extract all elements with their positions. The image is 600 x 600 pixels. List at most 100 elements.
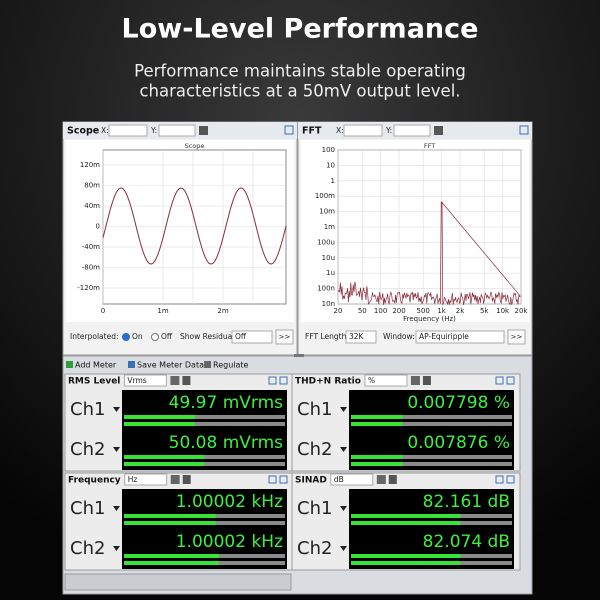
splitter: [294, 354, 304, 357]
y-tick-label: 120m: [80, 161, 100, 169]
select[interactable]: [345, 330, 377, 344]
radio[interactable]: [151, 333, 159, 341]
channel-label: Ch1: [297, 498, 332, 519]
meter-title: SINAD: [295, 476, 327, 486]
channel-label: Ch2: [297, 538, 332, 559]
bar-fill: [124, 514, 216, 518]
select-value: AP-Equiripple: [419, 332, 469, 341]
toolbar-button[interactable]: Add Meter: [75, 361, 117, 370]
radio[interactable]: [122, 333, 130, 341]
dropdown-arrow[interactable]: [113, 546, 120, 551]
x-label: X:: [101, 126, 109, 135]
meter-title: RMS Level: [68, 377, 120, 387]
select[interactable]: [231, 330, 273, 344]
reading: 1.00002 kHz: [176, 532, 283, 552]
icon[interactable]: [182, 475, 191, 484]
icon[interactable]: [495, 475, 504, 484]
icon[interactable]: [495, 376, 504, 385]
x-tick-label: 200: [392, 307, 405, 315]
icon[interactable]: [170, 376, 180, 385]
bar-fill: [351, 561, 461, 565]
dropdown-arrow[interactable]: [340, 506, 347, 511]
toolbar-icon: [128, 361, 135, 368]
y-tick-label: 0: [96, 223, 100, 231]
bar-track: [351, 422, 512, 426]
dropdown-arrow[interactable]: [113, 447, 120, 452]
icon[interactable]: [388, 475, 397, 484]
icon[interactable]: [434, 126, 443, 135]
x-tick-label: 5k: [480, 307, 489, 315]
y-tick-label: 1u: [326, 269, 335, 277]
bar-fill: [124, 554, 219, 558]
reading: 82.074 dB: [423, 532, 510, 552]
bar-fill: [124, 561, 219, 565]
select[interactable]: [364, 374, 408, 387]
bar-fill: [124, 415, 195, 419]
icon[interactable]: [284, 125, 294, 135]
icon[interactable]: [506, 376, 515, 385]
select[interactable]: [393, 124, 431, 137]
y-tick-label: 100: [322, 146, 335, 154]
toolbar-icon: [204, 361, 211, 368]
button[interactable]: [507, 329, 526, 345]
channel-label: Ch1: [70, 399, 105, 420]
y-tick-label: 100n: [317, 285, 335, 293]
select[interactable]: [123, 374, 167, 387]
icon[interactable]: [410, 376, 420, 385]
select[interactable]: [343, 124, 383, 137]
reading: 82.161 dB: [423, 492, 510, 512]
title: Low-Level Performance: [122, 14, 479, 45]
bar-fill: [351, 422, 403, 426]
icon[interactable]: [376, 475, 386, 484]
dropdown-arrow[interactable]: [340, 407, 347, 412]
channel-label: Ch2: [70, 439, 105, 460]
y-tick-label: 1m: [324, 223, 335, 231]
panel-title: FFT: [302, 126, 322, 137]
select[interactable]: [108, 124, 148, 137]
icon[interactable]: [268, 376, 277, 385]
select[interactable]: [124, 473, 168, 486]
meter-title: Frequency: [68, 476, 121, 486]
channel-label: Ch1: [70, 498, 105, 519]
x-tick-label: 20k: [515, 307, 529, 315]
y-tick-label: 40m: [84, 202, 100, 210]
toolbar-button[interactable]: Save Meter Data: [137, 361, 204, 370]
dropdown-arrow[interactable]: [340, 447, 347, 452]
icon[interactable]: [422, 376, 431, 385]
reading: 1.00002 kHz: [176, 492, 283, 512]
icon[interactable]: [268, 475, 277, 484]
button-label: >>: [279, 333, 291, 341]
select-value: Off: [235, 332, 247, 341]
plot-title: FFT: [424, 142, 435, 150]
icon[interactable]: [182, 376, 191, 385]
icon[interactable]: [519, 125, 529, 135]
plot-area: [102, 149, 287, 305]
toolbar-button[interactable]: Regulate: [213, 361, 249, 370]
y-tick-label: 100u: [317, 238, 335, 246]
icon[interactable]: [199, 126, 208, 135]
select[interactable]: [330, 473, 374, 486]
icon[interactable]: [279, 376, 288, 385]
select[interactable]: [158, 124, 196, 137]
label: Interpolated:: [70, 332, 118, 341]
dropdown-arrow[interactable]: [340, 546, 347, 551]
button[interactable]: [275, 329, 294, 345]
icon[interactable]: [170, 475, 180, 484]
y-label: Y:: [150, 126, 157, 135]
reading: 50.08 mVrms: [169, 433, 284, 453]
unit-select: Hz: [128, 475, 138, 484]
y-tick-label: 1: [331, 177, 335, 185]
select[interactable]: [415, 330, 505, 344]
y-tick-label: 10: [326, 161, 335, 169]
icon[interactable]: [506, 475, 515, 484]
dropdown-arrow[interactable]: [113, 407, 120, 412]
icon[interactable]: [279, 475, 288, 484]
channel-label: Ch2: [297, 439, 332, 460]
y-tick-label: -120m: [77, 284, 100, 292]
dropdown-arrow[interactable]: [113, 506, 120, 511]
bar-track: [351, 462, 512, 466]
bar-fill: [124, 422, 195, 426]
panel-title: Scope: [67, 126, 99, 137]
label: Show Residual:: [180, 332, 237, 341]
